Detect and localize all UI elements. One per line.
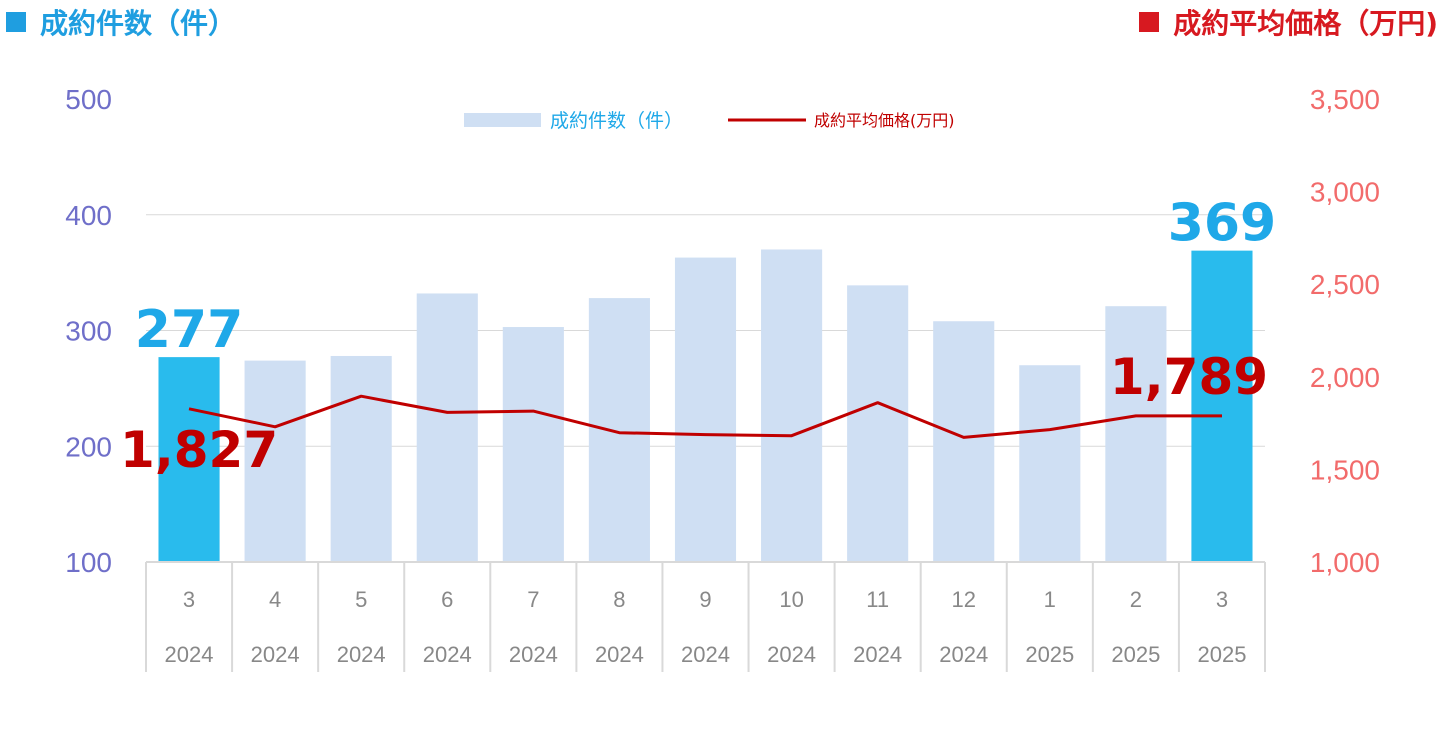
x-tick-year-4: 2024 [509,642,558,667]
x-tick-month-7: 10 [779,587,803,612]
x-tick-month-6: 9 [699,587,711,612]
x-tick-month-1: 4 [269,587,281,612]
x-tick-year-11: 2025 [1111,642,1160,667]
bar-series [158,249,1253,562]
x-tick-year-8: 2024 [853,642,902,667]
right-y-axis: 1,000 1,500 2,000 2,500 3,000 3,500 [1310,84,1380,578]
price-line [188,394,1222,439]
x-tick-year-7: 2024 [767,642,816,667]
x-tick-year-6: 2024 [681,642,730,667]
right-header-title: 成約平均価格（万円) [1173,7,1438,40]
x-tick-month-11: 2 [1130,587,1142,612]
x-tick-year-5: 2024 [595,642,644,667]
left-header-square-icon [6,12,26,32]
x-tick-month-3: 6 [441,587,453,612]
bar-0 [158,357,220,562]
bar-9 [933,321,995,562]
right-tick-2,000: 2,000 [1310,362,1380,393]
x-tick-month-0: 3 [183,587,195,612]
x-tick-year-10: 2025 [1025,642,1074,667]
bar-1 [244,360,306,562]
right-tick-1,000: 1,000 [1310,547,1380,578]
chart-legend: 成約件数（件） 成約平均価格(万円) [464,110,955,132]
right-tick-3,500: 3,500 [1310,84,1380,115]
data-labels: 277 369 1,827 1,789 [120,194,1276,479]
legend-bar-label: 成約件数（件） [550,110,683,132]
left-axis-header: 成約件数（件） [6,2,236,42]
left-tick-200: 200 [65,431,112,462]
bar-4 [502,327,564,562]
price-label-0: 1,827 [120,421,278,479]
bar-5 [588,298,650,562]
count-label-0: 277 [135,300,244,360]
bar-3 [416,293,478,562]
bar-8 [847,285,909,562]
x-tick-month-9: 12 [951,587,975,612]
line-series [188,394,1222,439]
right-tick-1,500: 1,500 [1310,454,1380,485]
left-tick-300: 300 [65,316,112,347]
x-tick-month-8: 11 [866,587,889,612]
x-tick-year-3: 2024 [423,642,472,667]
right-axis-header: 成約平均価格（万円) [1139,2,1438,42]
bar-6 [674,257,737,562]
x-axis: 3 2024 4 2024 5 2024 6 2024 7 2024 8 2024 9 2024 10 202… [145,561,1266,672]
left-header-title: 成約件数（件） [40,7,237,40]
x-tick-month-2: 5 [355,587,367,612]
x-tick-month-4: 7 [527,587,539,612]
left-tick-100: 100 [65,547,112,578]
x-tick-year-12: 2025 [1197,642,1246,667]
bar-11 [1105,306,1167,562]
right-header-square-icon [1139,12,1160,32]
bar-10 [1019,365,1081,562]
left-tick-500: 500 [65,84,112,115]
bar-7 [761,249,823,562]
bar-2 [330,355,392,562]
right-tick-3,000: 3,000 [1310,177,1380,208]
bar-12 [1191,250,1253,562]
price-label-12: 1,789 [1110,348,1268,406]
x-tick-year-2: 2024 [337,642,386,667]
right-tick-2,500: 2,500 [1310,269,1380,300]
legend-line-label: 成約平均価格(万円) [814,111,955,130]
x-tick-year-0: 2024 [165,642,214,667]
count-label-12: 369 [1168,194,1277,254]
x-tick-year-1: 2024 [251,642,300,667]
x-tick-month-10: 1 [1044,587,1056,612]
left-tick-400: 400 [65,200,112,231]
left-y-axis: 100 200 300 400 500 [65,84,112,578]
x-tick-month-12: 3 [1216,587,1228,612]
x-tick-year-9: 2024 [939,642,988,667]
x-tick-month-5: 8 [613,587,625,612]
legend-bar-swatch [464,113,541,127]
